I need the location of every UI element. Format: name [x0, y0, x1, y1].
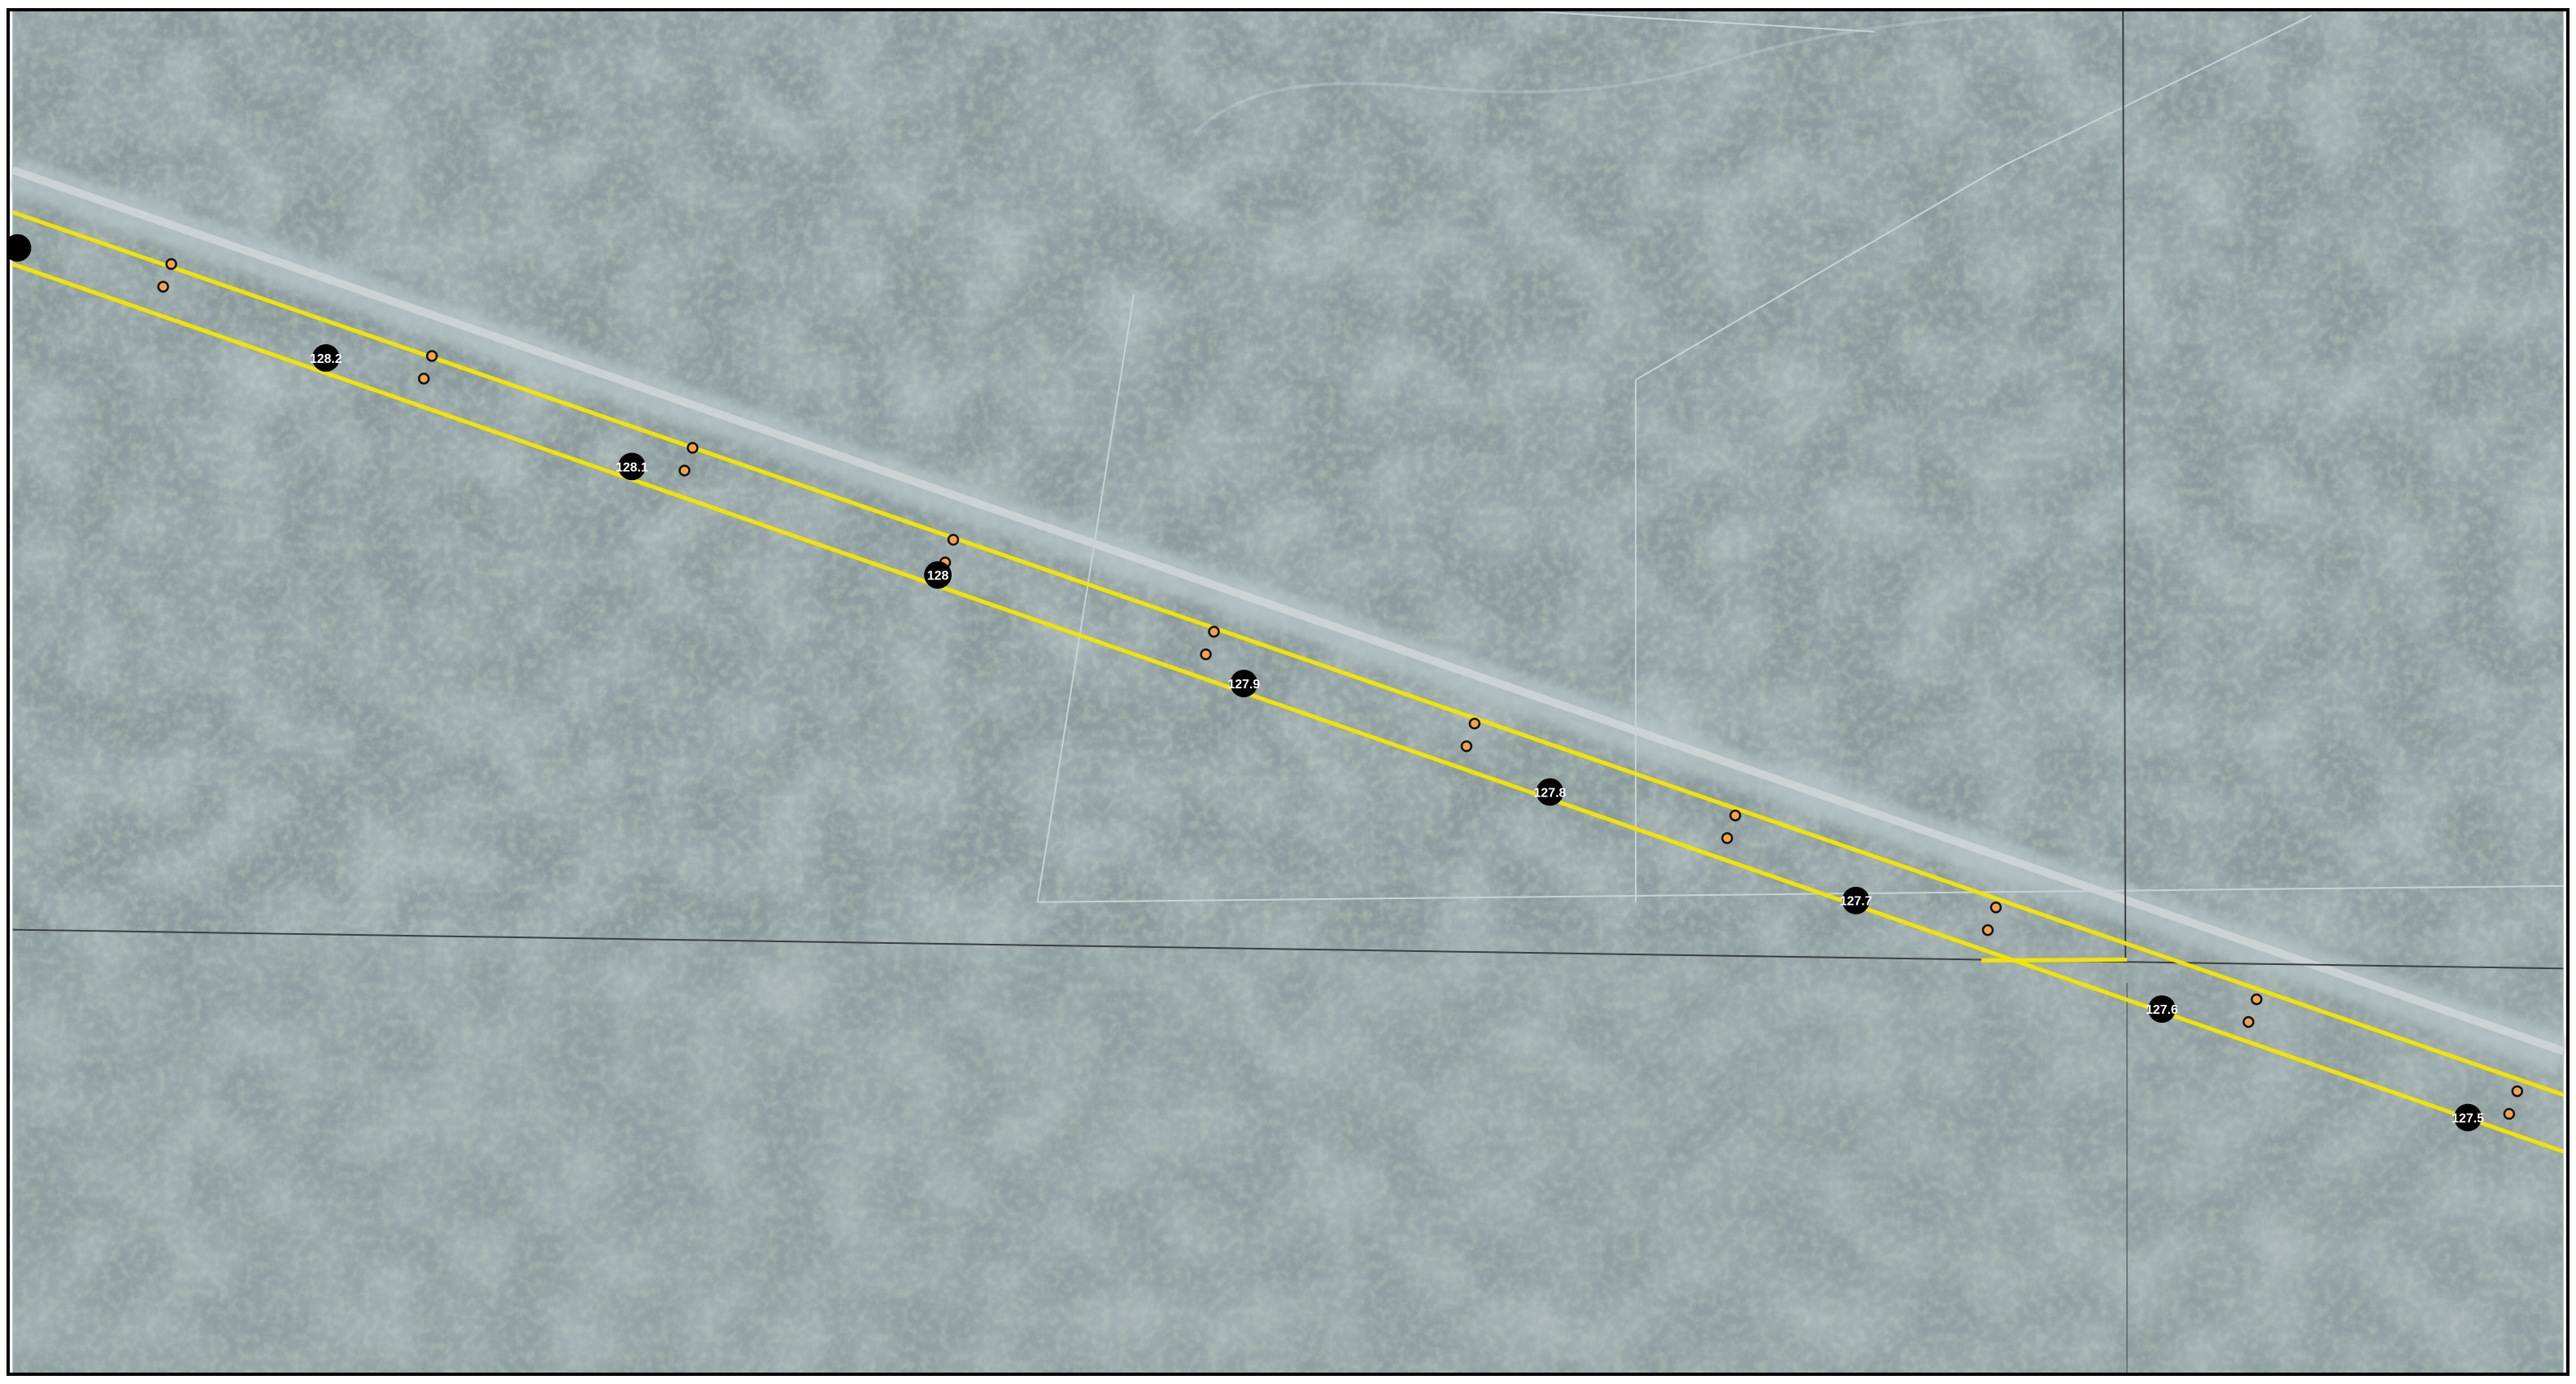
aerial-map[interactable]: 128.2 128.1 128 127.9 127.8 127.7 127.6 127.5: [10, 11, 2566, 1373]
milepost-label: 128.2: [310, 352, 342, 366]
milepost-marker[interactable]: [2454, 1103, 2482, 1132]
row-offset-segment: [1981, 957, 2128, 963]
milepost-offscreen[interactable]: [10, 234, 32, 262]
forest-texture-coarse: [12, 11, 2564, 1373]
survey-point[interactable]: [1200, 648, 1212, 661]
row-boundary-south: [11, 262, 2565, 1154]
milepost-marker[interactable]: [1842, 886, 1870, 915]
milepost-marker[interactable]: [1230, 670, 1258, 697]
section-line: [2122, 11, 2127, 963]
parcel-line: [1036, 295, 1135, 902]
survey-point[interactable]: [1981, 923, 1994, 936]
right-of-way: [11, 210, 2565, 1154]
survey-point[interactable]: [947, 534, 960, 546]
milepost-label: 127.9: [1227, 678, 1260, 692]
milepost-label: 127.5: [2452, 1111, 2484, 1125]
survey-point[interactable]: [1208, 626, 1220, 638]
survey-point[interactable]: [165, 258, 177, 270]
survey-point[interactable]: [157, 281, 169, 293]
milepost-marker[interactable]: [2147, 995, 2176, 1024]
south-haze: [12, 934, 2564, 1373]
parcel-line: [1534, 11, 1875, 33]
map-frame: 128.2 128.1 128 127.9 127.8 127.7 127.6 127.5: [7, 8, 2569, 1376]
survey-point[interactable]: [678, 465, 691, 477]
road-track: [11, 166, 2565, 1055]
survey-point[interactable]: [1729, 810, 1741, 822]
milepost-label: 127.7: [1840, 895, 1872, 909]
milepost-marker[interactable]: [312, 344, 340, 372]
survey-point[interactable]: [1990, 902, 2003, 914]
section-line: [12, 928, 2564, 970]
section-lines: [12, 11, 2564, 1373]
parcel-line: [1635, 15, 2312, 381]
milepost-marker[interactable]: [617, 452, 646, 481]
milepost-label: 127.6: [2146, 1003, 2178, 1017]
survey-point[interactable]: [1468, 718, 1481, 730]
milepost-label: 128.1: [616, 461, 648, 474]
milepost-label: 128: [927, 570, 949, 583]
survey-point[interactable]: [2243, 1015, 2255, 1028]
row-boundary-north: [11, 210, 2565, 1097]
survey-point[interactable]: [2503, 1107, 2516, 1120]
forest-trail: [1193, 11, 2037, 134]
survey-point[interactable]: [1460, 740, 1473, 753]
milepost-marker[interactable]: [1536, 778, 1564, 806]
survey-point[interactable]: [425, 350, 438, 362]
parcel-line: [1037, 884, 2564, 903]
survey-point[interactable]: [686, 442, 699, 454]
survey-point[interactable]: [417, 373, 430, 385]
survey-point[interactable]: [2251, 993, 2263, 1006]
mileposts: 128.2 128.1 128 127.9 127.8 127.7 127.6 127.5: [310, 344, 2484, 1132]
survey-point[interactable]: [1721, 832, 1733, 845]
survey-point[interactable]: [2511, 1085, 2523, 1098]
parcel-lines: [1036, 11, 2564, 903]
milepost-marker[interactable]: [924, 561, 952, 589]
milepost-label: 127.8: [1534, 786, 1567, 800]
